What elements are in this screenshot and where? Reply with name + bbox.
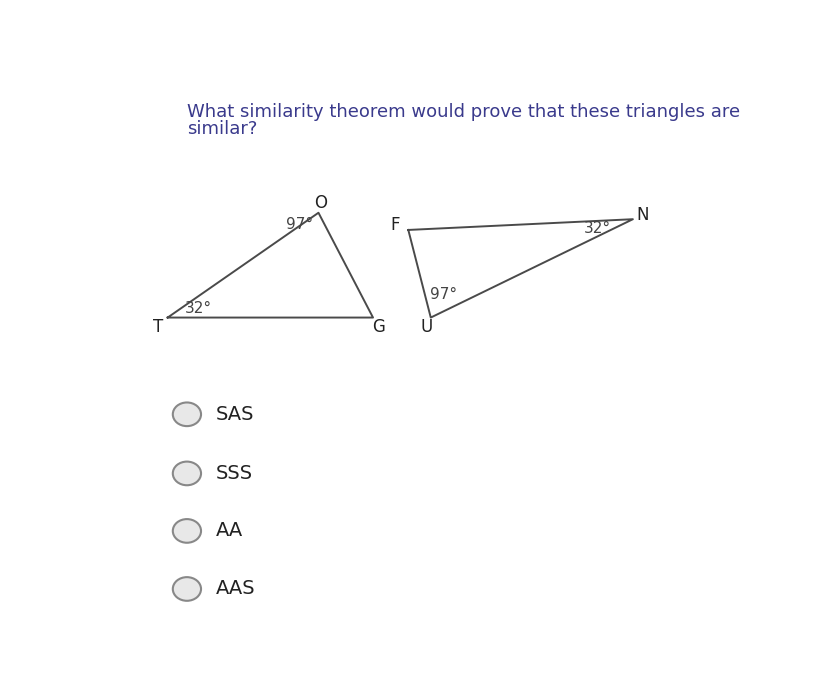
Circle shape — [173, 577, 201, 601]
Text: 32°: 32° — [583, 221, 610, 237]
Text: AA: AA — [216, 521, 243, 540]
Text: O: O — [313, 194, 327, 212]
Text: similar?: similar? — [187, 120, 257, 138]
Text: AAS: AAS — [216, 579, 255, 598]
Text: 32°: 32° — [184, 302, 212, 316]
Text: G: G — [371, 318, 384, 336]
Circle shape — [173, 403, 201, 426]
Circle shape — [173, 461, 201, 485]
Text: SAS: SAS — [216, 405, 254, 424]
Circle shape — [173, 519, 201, 543]
Text: SSS: SSS — [216, 464, 252, 483]
Text: F: F — [390, 216, 399, 234]
Text: 97°: 97° — [429, 287, 457, 302]
Text: What similarity theorem would prove that these triangles are: What similarity theorem would prove that… — [187, 103, 739, 121]
Text: 97°: 97° — [286, 217, 313, 232]
Text: U: U — [419, 318, 432, 336]
Text: T: T — [153, 318, 163, 336]
Text: N: N — [635, 207, 648, 225]
